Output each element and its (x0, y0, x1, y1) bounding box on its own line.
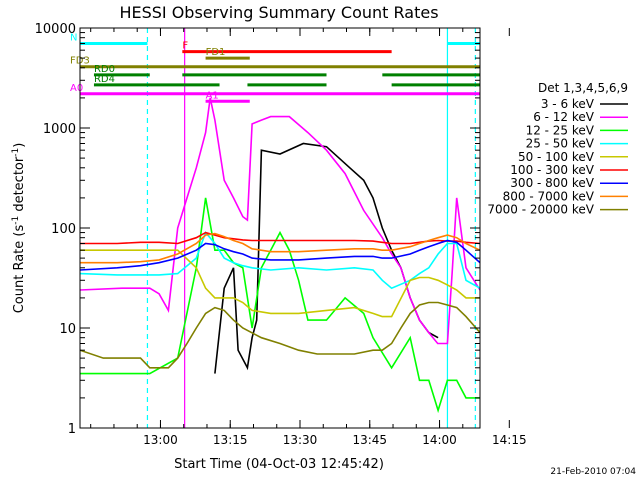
flag-label: A0 (70, 83, 83, 94)
legend-label: 25 - 50 keV (526, 137, 595, 151)
flag-label: RD4 (94, 74, 115, 85)
flag-label: A1 (206, 90, 219, 101)
legend-label: 6 - 12 keV (533, 110, 595, 124)
x-tick-label: 13:30 (283, 433, 318, 447)
legend-label: 50 - 100 keV (518, 150, 595, 164)
plot-frame (79, 27, 481, 429)
y-axis: 1 10 100 1000 10000 (35, 22, 480, 437)
y-tick-label: 10 (59, 322, 76, 337)
series-line-9 (80, 301, 480, 369)
legend-label: 7000 - 20000 keV (487, 203, 594, 217)
x-tick-label: 13:45 (352, 433, 387, 447)
series-line-8 (80, 232, 480, 264)
flag-label: F (182, 41, 188, 52)
x-tick-label: 13:15 (213, 433, 248, 447)
x-axis-label: Start Time (04-Oct-03 12:45:42) (174, 457, 384, 472)
series-line-6 (80, 231, 480, 245)
y-tick-label: 100 (51, 222, 76, 237)
chart-title: HESSI Observing Summary Count Rates (119, 3, 438, 22)
series-line-4 (80, 231, 480, 290)
y-tick-label: 1000 (43, 122, 76, 137)
vertical-markers (146, 28, 476, 428)
x-tick-label: 14:15 (492, 433, 527, 447)
flag-label: RD0 (94, 64, 115, 75)
flag-label: N (70, 32, 77, 43)
legend-label: 12 - 25 keV (526, 123, 595, 137)
series-line-7 (80, 239, 480, 271)
legend-label: 800 - 7000 keV (503, 189, 595, 203)
y-tick-label: 10000 (35, 22, 76, 37)
x-tick-label: 13:00 (143, 433, 178, 447)
series-layer (80, 97, 480, 414)
x-tick-label: 14:00 (422, 433, 457, 447)
flag-label: FD1 (206, 47, 226, 58)
legend-label: 100 - 300 keV (510, 163, 594, 177)
render-timestamp: 21-Feb-2010 07:04 (550, 467, 636, 477)
legend-label: 300 - 800 keV (510, 176, 594, 190)
y-tick-label: 1 (68, 422, 76, 437)
y-axis-label: Count Rate (s-1 detector-1) (11, 143, 27, 314)
legend-label: 3 - 6 keV (541, 97, 595, 111)
series-line-2 (80, 97, 480, 345)
legend-title: Det 1,3,4,5,6,9 (538, 81, 628, 95)
x-axis: 13:00 13:15 13:30 13:45 14:00 14:15 (90, 28, 527, 447)
